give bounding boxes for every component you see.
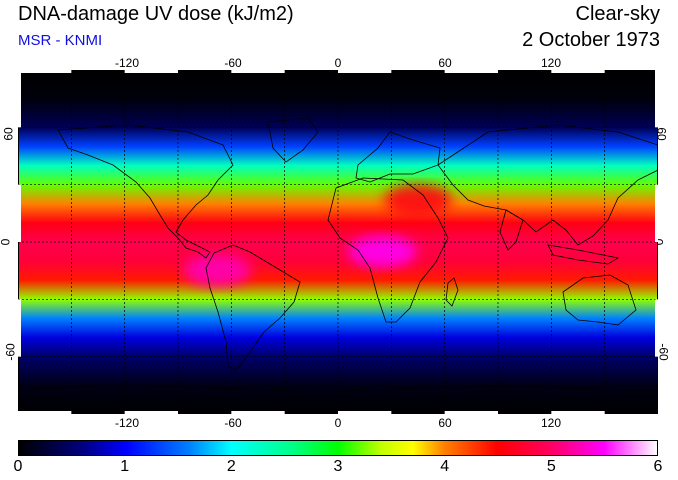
lat-tick-left-label: 0 — [0, 239, 12, 246]
colorbar-label: 2 — [226, 458, 236, 475]
frame-tick — [338, 70, 392, 73]
lon-tick-bottom-label: -60 — [224, 416, 242, 430]
frame-tick — [124, 411, 178, 414]
frame-tick — [655, 70, 658, 128]
frame-tick — [444, 411, 498, 414]
frame-tick — [18, 70, 72, 73]
frame-tick — [231, 411, 285, 414]
frame-tick — [18, 299, 21, 357]
colorbar-label: 0 — [13, 458, 23, 475]
lon-tick-bottom-label: 60 — [438, 416, 452, 430]
lat-tick-right-label: -60 — [656, 343, 671, 361]
colorbar-label: 6 — [653, 458, 663, 475]
lon-tick-bottom-label: -120 — [114, 416, 140, 430]
frame-tick — [655, 184, 658, 242]
map-title: DNA-damage UV dose (kJ/m2) — [18, 3, 294, 25]
frame-tick — [18, 70, 21, 128]
north-america-coastline — [57, 124, 234, 259]
coastlines — [18, 117, 658, 393]
frame-tick — [444, 70, 498, 73]
australia-coastline — [562, 274, 637, 326]
frame-tick — [231, 70, 285, 73]
frame-tick — [338, 411, 392, 414]
lat-tick-left-label: -60 — [3, 343, 18, 361]
frame-tick — [551, 411, 605, 414]
lon-tick-bottom-label: 0 — [334, 416, 342, 430]
colorbar — [18, 440, 658, 456]
lon-tick-top-label: 0 — [334, 56, 342, 70]
sky-condition-label: Clear-sky — [575, 3, 660, 25]
colorbar-label: 3 — [333, 458, 343, 475]
frame-tick — [124, 70, 178, 73]
south-america-coastline — [205, 244, 301, 371]
source-label: MSR - KNMI — [18, 32, 103, 49]
antarctica-coastline — [18, 384, 658, 393]
frame-tick — [18, 411, 72, 414]
africa-coastline — [327, 177, 449, 323]
lat-tick-left-label: 60 — [1, 127, 16, 141]
lon-tick-top-label: 60 — [438, 56, 452, 70]
frame-tick — [551, 70, 605, 73]
madagascar-coastline — [445, 277, 459, 307]
colorbar-label: 4 — [440, 458, 450, 475]
dose-hotspots — [183, 183, 452, 287]
uv-dose-map — [18, 70, 658, 414]
lon-tick-top-label: -120 — [114, 56, 140, 70]
date-label: 2 October 1973 — [522, 29, 660, 51]
frame-tick — [655, 299, 658, 357]
frame-ticks — [18, 70, 658, 414]
frame-tick — [18, 184, 21, 242]
greenland-coastline — [267, 117, 319, 163]
asia-coastline — [437, 124, 658, 246]
lon-tick-top-label: -60 — [224, 56, 242, 70]
colorbar-label: 5 — [546, 458, 556, 475]
indonesia-coastline — [547, 244, 620, 265]
hotspot-arabian-peninsula — [384, 183, 452, 216]
lon-tick-bottom-label: 120 — [540, 416, 562, 430]
hotspot-central-africa — [348, 235, 417, 268]
hotspot-andes — [183, 254, 252, 287]
lon-tick-top-label: 120 — [540, 56, 562, 70]
graticule — [18, 70, 658, 414]
colorbar-label: 1 — [120, 458, 130, 475]
india-coastline — [499, 209, 524, 251]
